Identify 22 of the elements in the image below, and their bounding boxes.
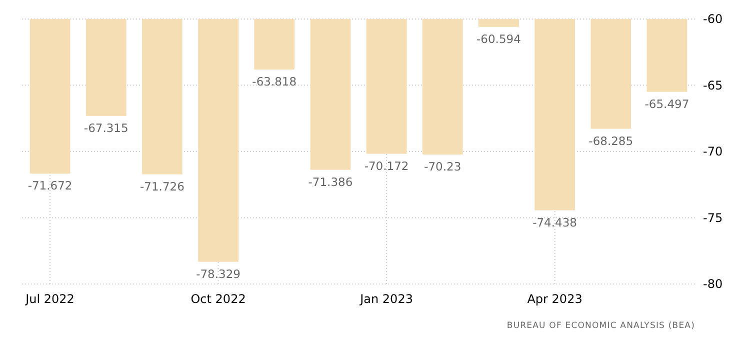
data-label: -63.818 [252,74,297,89]
data-label: -67.315 [84,120,128,135]
data-label: -68.285 [588,134,634,148]
data-label: -71.672 [28,178,72,193]
y-tick-label: -70 [703,144,723,159]
data-label: -78.329 [196,266,240,281]
x-tick-label: Apr 2023 [527,292,582,306]
data-label: -60.594 [476,32,521,46]
y-tick-label: -65 [703,78,723,92]
y-tick-label: -60 [703,12,723,26]
data-label: -65.497 [644,96,690,111]
x-tick-label: Jan 2023 [359,292,413,306]
x-tick-label: Jul 2022 [24,292,74,306]
x-tick-label: Oct 2022 [190,292,246,306]
data-label: -70.23 [424,160,462,174]
data-label: -71.386 [308,174,353,189]
data-label: -74.438 [532,215,577,230]
data-label: -70.172 [364,158,409,173]
y-tick-label: -75 [703,210,723,225]
y-tick-label: -80 [703,277,723,292]
data-label: -71.726 [140,179,184,194]
text: BUREAU OF ECONOMIC ANALYSIS (BEA) [506,321,695,331]
